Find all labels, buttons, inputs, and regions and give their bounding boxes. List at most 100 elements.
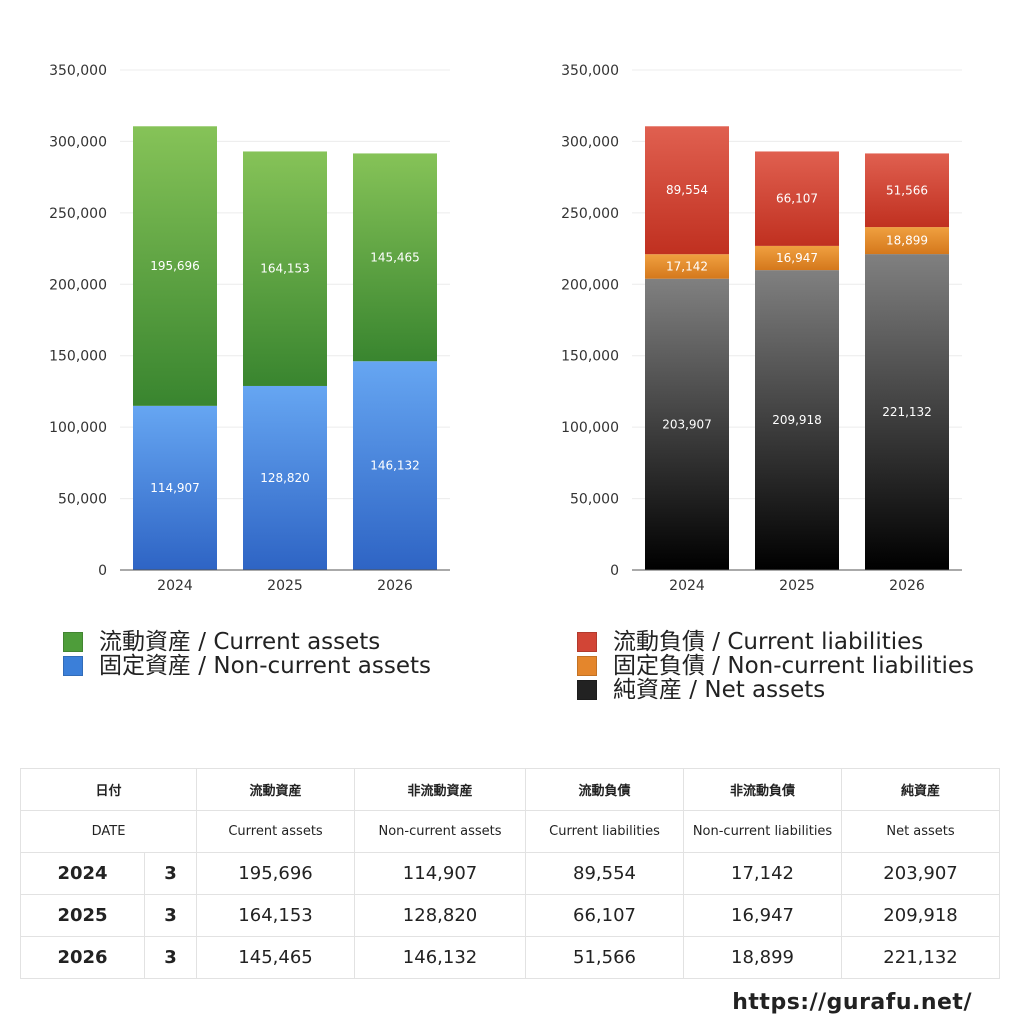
bar-data-label: 221,132 (882, 405, 932, 419)
legend-swatch (577, 656, 597, 676)
header-cell: Non-current assets (354, 810, 527, 853)
bar-segment (755, 151, 839, 246)
bar-data-label: 18,899 (886, 234, 928, 248)
y-tick-label: 0 (610, 563, 619, 579)
bar-segment (645, 278, 729, 570)
header-cell: 流動資産 (196, 768, 356, 811)
legend-swatch (577, 632, 597, 652)
header-cell: 流動負債 (525, 768, 685, 811)
bar-segment (645, 126, 729, 255)
y-tick-label: 250,000 (49, 206, 107, 222)
bar-segment (865, 254, 949, 570)
bar-segment (353, 153, 437, 362)
y-tick-label: 100,000 (561, 420, 619, 436)
legend-item-current-assets: 流動資産 / Current assets (63, 630, 431, 654)
y-tick-label: 150,000 (561, 349, 619, 365)
table-cell: 209,918 (841, 894, 1001, 937)
legend-label: 純資産 / Net assets (613, 677, 826, 703)
bar-segment (755, 270, 839, 570)
bar-segment (865, 227, 949, 255)
table-cell: 145,465 (196, 936, 356, 979)
bar-segment (133, 405, 217, 570)
liabilities-legend: 流動負債 / Current liabilities 固定負債 / Non-cu… (577, 630, 974, 702)
y-tick-label: 300,000 (561, 134, 619, 150)
bar-data-label: 66,107 (776, 192, 818, 206)
legend-swatch (63, 632, 83, 652)
table-row: 2024 3 195,696 114,907 89,554 17,142 203… (20, 852, 1001, 895)
table-cell: 203,907 (841, 852, 1001, 895)
table-cell: 164,153 (196, 894, 356, 937)
y-tick-label: 350,000 (561, 63, 619, 79)
x-tick-label: 2024 (157, 578, 193, 594)
y-tick-label: 50,000 (58, 492, 107, 508)
row-month: 3 (143, 936, 198, 979)
row-year: 2026 (20, 936, 145, 979)
table-header-row-jp: 日付 流動資産 非流動資産 流動負債 非流動負債 純資産 (19, 768, 1001, 811)
y-tick-label: 200,000 (561, 277, 619, 293)
table-cell: 221,132 (841, 936, 1001, 979)
y-tick-label: 100,000 (49, 420, 107, 436)
table-cell: 114,907 (354, 852, 527, 895)
header-cell: Current assets (196, 810, 356, 853)
bar-data-label: 114,907 (150, 481, 200, 495)
legend-swatch (577, 680, 597, 700)
bar-data-label: 145,465 (370, 250, 420, 264)
bar-data-label: 17,142 (666, 259, 708, 273)
bar-segment (133, 126, 217, 406)
x-tick-label: 2024 (669, 578, 705, 594)
y-tick-label: 300,000 (49, 134, 107, 150)
bar-data-label: 209,918 (772, 413, 822, 427)
header-cell: 非流動資産 (354, 768, 527, 811)
legend-label: 固定資産 / Non-current assets (99, 653, 432, 679)
bar-segment (243, 385, 327, 570)
header-cell: Current liabilities (525, 810, 685, 853)
bar-segment (645, 254, 729, 279)
table-row: 2026 3 145,465 146,132 51,566 18,899 221… (20, 936, 1001, 979)
table-cell: 51,566 (525, 936, 685, 979)
assets-chart: 0 50,000 100,000 150,000 200,000 250,000 300,0… (49, 63, 450, 594)
y-tick-label: 0 (98, 563, 107, 579)
bar-segment (353, 361, 437, 570)
y-tick-label: 50,000 (570, 492, 619, 508)
table-cell: 128,820 (354, 894, 527, 937)
y-tick-label: 200,000 (49, 277, 107, 293)
header-cell: Non-current liabilities (683, 810, 843, 853)
y-tick-label: 250,000 (561, 206, 619, 222)
x-tick-label: 2025 (267, 578, 303, 594)
legend-swatch (63, 656, 83, 676)
table-cell: 17,142 (683, 852, 843, 895)
legend-item-non-current-assets: 固定資産 / Non-current assets (63, 654, 431, 678)
row-year: 2024 (20, 852, 145, 895)
table-cell: 16,947 (683, 894, 843, 937)
bar-data-label: 203,907 (662, 417, 712, 431)
y-tick-label: 150,000 (49, 349, 107, 365)
bar-data-label: 164,153 (260, 262, 310, 276)
bar-data-label: 128,820 (260, 471, 310, 485)
bar-data-label: 89,554 (666, 183, 708, 197)
financial-data-table: 日付 流動資産 非流動資産 流動負債 非流動負債 純資産 DATE Curren… (19, 768, 1001, 979)
bar-segment (243, 151, 327, 386)
bar-segment (755, 245, 839, 271)
liabilities-chart: 0 50,000 100,000 150,000 200,000 250,000 300,0… (561, 63, 962, 594)
footer-url[interactable]: https://gurafu.net/ (732, 990, 972, 1015)
bar-data-label: 195,696 (150, 259, 200, 273)
table-cell: 89,554 (525, 852, 685, 895)
legend-item-net-assets: 純資産 / Net assets (577, 678, 974, 702)
table-cell: 66,107 (525, 894, 685, 937)
header-date-jp: 日付 (19, 768, 198, 811)
legend-label: 流動資産 / Current assets (99, 629, 381, 655)
bar-data-label: 51,566 (886, 183, 928, 197)
legend-label: 流動負債 / Current liabilities (613, 629, 924, 655)
table-cell: 195,696 (196, 852, 356, 895)
legend-label: 固定負債 / Non-current liabilities (613, 653, 974, 679)
bar-data-label: 146,132 (370, 459, 420, 473)
x-tick-label: 2026 (377, 578, 413, 594)
header-cell: 純資産 (841, 768, 1001, 811)
x-tick-label: 2026 (889, 578, 925, 594)
x-tick-label: 2025 (779, 578, 815, 594)
table-cell: 18,899 (683, 936, 843, 979)
table-cell: 146,132 (354, 936, 527, 979)
y-tick-label: 350,000 (49, 63, 107, 79)
bar-data-label: 16,947 (776, 251, 818, 265)
assets-legend: 流動資産 / Current assets 固定資産 / Non-current… (63, 630, 431, 678)
